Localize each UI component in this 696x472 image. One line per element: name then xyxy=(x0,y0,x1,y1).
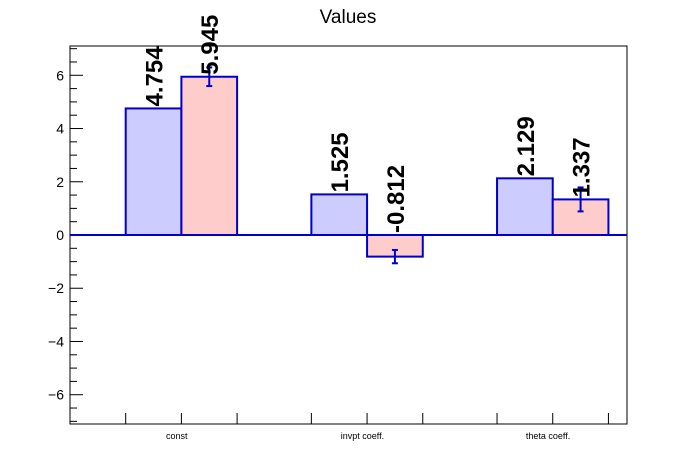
x-category-label: const xyxy=(166,431,188,441)
y-tick-label: −2 xyxy=(48,280,64,296)
data-label: 5.945 xyxy=(197,15,224,75)
chart-title: Values xyxy=(320,7,377,28)
bar xyxy=(310,193,369,236)
x-category-label: invpt coeff. xyxy=(341,431,384,441)
data-label: 1.525 xyxy=(327,132,354,192)
error-bars xyxy=(206,66,584,265)
y-tick-label: 0 xyxy=(56,227,64,243)
y-tick-label: −6 xyxy=(48,387,64,403)
data-label: 4.754 xyxy=(142,46,169,107)
data-label: 2.129 xyxy=(513,116,540,176)
y-tick-label: −4 xyxy=(48,333,64,349)
data-label: -0.812 xyxy=(383,165,410,233)
bar xyxy=(496,177,554,236)
data-label: 1.337 xyxy=(569,137,596,197)
bar xyxy=(180,75,239,236)
y-tick-label: 4 xyxy=(56,121,64,137)
y-tick-label: 6 xyxy=(56,67,64,83)
bars xyxy=(124,75,610,258)
x-category-label: theta coeff. xyxy=(526,431,570,441)
bar xyxy=(124,107,183,236)
value-labels: 4.754 1.525 2.129 5.945 -0.812 1.337 xyxy=(142,15,596,233)
y-axis: −6 −4 −2 0 2 4 6 xyxy=(48,48,83,422)
y-tick-label: 2 xyxy=(56,174,64,190)
x-axis: const invpt coeff. theta coeff. xyxy=(125,413,609,441)
